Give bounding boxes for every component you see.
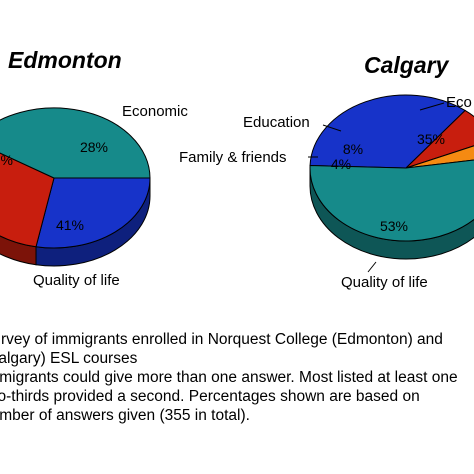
value-edmonton-quality-of-life: 41% (56, 217, 84, 233)
pie-edmonton (0, 107, 151, 267)
label-calgary-education: Education (243, 114, 310, 131)
leader-calgary-education (322, 124, 342, 132)
chart-title-calgary: Calgary (364, 52, 450, 78)
value-calgary-quality-of-life: 53% (380, 218, 408, 234)
label-edmonton-economic: Economic (122, 103, 188, 120)
leader-calgary-quality-of-life (367, 261, 377, 273)
notes: Survey of immigrants enrolled in Norques… (0, 330, 474, 425)
value-edmonton-other: 31% (0, 152, 13, 168)
label-edmonton-quality-of-life: Quality of life (33, 272, 120, 289)
label-calgary-family-friends: Family & friends (179, 149, 287, 166)
note-line-2: (Calgary) ESL courses (0, 350, 138, 367)
note-line-5: number of answers given (355 in total). (0, 407, 250, 424)
calgary-slice-economic (309, 94, 466, 169)
note-line-3: Immigrants could give more than one answ… (0, 369, 458, 386)
leader-calgary-economic (419, 102, 445, 111)
pie-calgary (309, 94, 474, 260)
label-calgary-quality-of-life: Quality of life (341, 274, 428, 291)
edmonton-slice-economic (35, 177, 151, 249)
chart-title-edmonton: Edmonton (8, 47, 122, 73)
edmonton-slice-other (0, 152, 55, 248)
note-line-4: two-thirds provided a second. Percentage… (0, 388, 420, 405)
value-edmonton-economic: 28% (80, 139, 108, 155)
value-calgary-family-friends: 4% (331, 156, 351, 172)
edmonton-side-1-0 (0, 235, 37, 266)
edmonton-slice-quality-of-life (0, 107, 151, 179)
value-calgary-education: 8% (343, 141, 363, 157)
label-calgary-economic: Eco (446, 94, 472, 111)
calgary-slice-quality-of-life (309, 159, 474, 242)
note-line-1: Survey of immigrants enrolled in Norques… (0, 331, 443, 348)
value-calgary-economic: 35% (417, 131, 445, 147)
calgary-slice-education (405, 109, 474, 169)
